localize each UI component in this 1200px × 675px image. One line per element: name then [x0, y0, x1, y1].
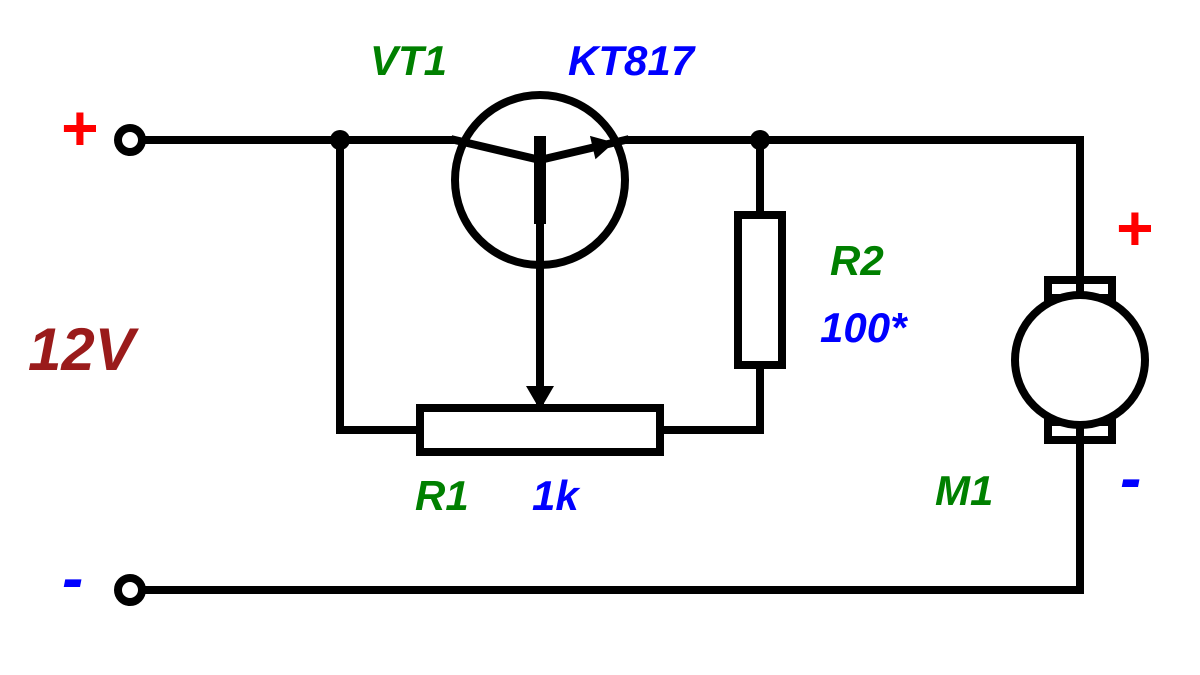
vt1-value: KT817 — [568, 37, 696, 84]
r1-refdes: R1 — [415, 472, 469, 519]
minus-right: - — [1120, 442, 1141, 514]
terminals — [118, 128, 770, 602]
schematic-diagram: 12V + - + - VT1 KT817 R1 1k R2 100* M1 — [0, 0, 1200, 675]
vt1-refdes: VT1 — [370, 37, 447, 84]
plus-left: + — [60, 92, 97, 164]
resistor-r2 — [738, 215, 782, 365]
voltage-label: 12V — [28, 316, 140, 383]
plus-right: + — [1115, 192, 1152, 264]
r2-value: 100* — [820, 304, 908, 351]
transistor-vt1 — [455, 95, 625, 265]
minus-left: - — [62, 542, 83, 614]
m1-refdes: M1 — [935, 467, 993, 514]
r2-refdes: R2 — [830, 237, 884, 284]
motor-m1 — [1015, 280, 1145, 440]
potentiometer-r1 — [420, 368, 660, 452]
r1-value: 1k — [532, 472, 581, 519]
